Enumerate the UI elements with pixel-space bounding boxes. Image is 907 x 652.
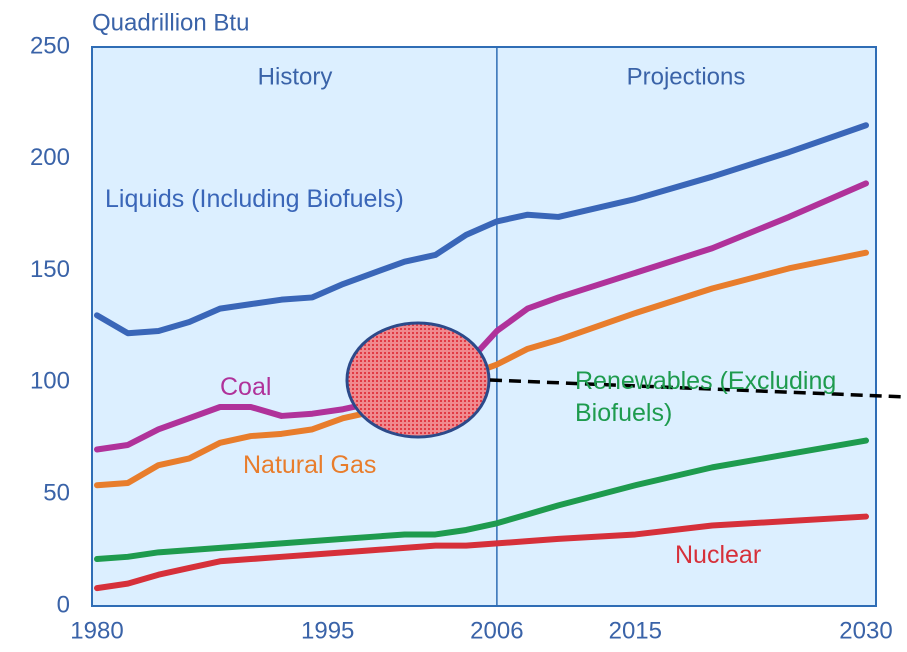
y-tick-label: 0 xyxy=(57,591,70,618)
series-line xyxy=(94,437,869,563)
x-tick-label: 2030 xyxy=(839,617,892,644)
series-label: Liquids (Including Biofuels) xyxy=(105,185,404,213)
y-tick-label: 150 xyxy=(30,256,70,283)
y-tick-label: 100 xyxy=(30,368,70,395)
annotation: History xyxy=(258,63,333,90)
x-tick-label: 1980 xyxy=(70,617,123,644)
dashed-pointer xyxy=(489,378,907,399)
y-tick-label: 200 xyxy=(30,144,70,171)
series-label: Renewables (Excluding Biofuels) xyxy=(575,367,837,427)
y-axis-label: Quadrillion Btu xyxy=(92,9,249,36)
y-tick-label: 50 xyxy=(43,480,70,507)
series-label: Coal xyxy=(220,373,272,401)
annotation: Projections xyxy=(627,63,746,90)
plot-area xyxy=(91,46,877,607)
series-label: Natural Gas xyxy=(243,451,377,479)
y-tick-label: 250 xyxy=(30,32,70,59)
series-label: Nuclear xyxy=(675,541,762,569)
x-tick-label: 2015 xyxy=(609,617,662,644)
highlight-ellipse xyxy=(345,321,491,439)
x-tick-label: 2006 xyxy=(470,617,523,644)
series-line xyxy=(94,122,869,337)
series-line xyxy=(94,513,869,592)
x-tick-label: 1995 xyxy=(301,617,354,644)
